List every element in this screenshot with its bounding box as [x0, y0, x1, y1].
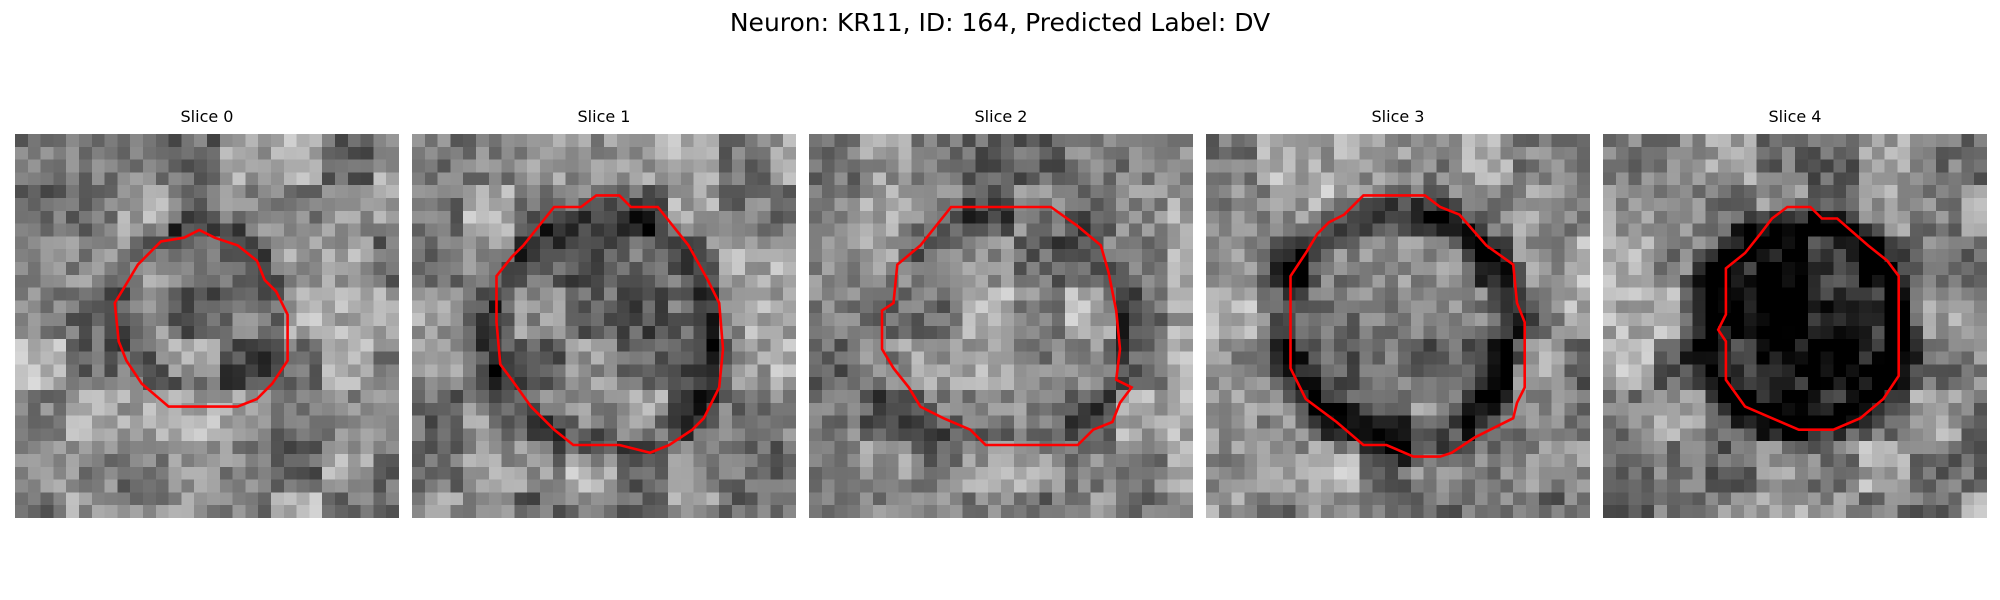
- segmentation-outline: [1289, 194, 1527, 458]
- segmentation-outline: [113, 228, 289, 408]
- slice-title: Slice 4: [1768, 107, 1822, 126]
- segmentation-outline: [495, 194, 725, 455]
- slice-panel-2: Slice 2: [809, 106, 1193, 518]
- microscopy-image: [15, 134, 399, 518]
- contour-polygon: [495, 194, 725, 455]
- figure-title: Neuron: KR11, ID: 164, Predicted Label: …: [729, 8, 1271, 37]
- contour-polygon: [1289, 194, 1527, 458]
- slice-panel-1: Slice 1: [412, 106, 796, 518]
- microscopy-image: [412, 134, 796, 518]
- segmentation-outline: [1716, 205, 1901, 432]
- slice-panel-4: Slice 4: [1603, 106, 1987, 518]
- slice-title: Slice 1: [577, 107, 631, 126]
- slice-title: Slice 0: [180, 107, 234, 126]
- slice-panel-3: Slice 3: [1206, 106, 1590, 518]
- slice-panel-0: Slice 0: [15, 106, 399, 518]
- slice-title: Slice 2: [974, 107, 1028, 126]
- slice-title: Slice 3: [1371, 107, 1425, 126]
- contour-polygon: [880, 205, 1134, 447]
- microscopy-image: [809, 134, 1193, 518]
- contour-polygon: [1716, 205, 1901, 432]
- microscopy-image: [1603, 134, 1987, 518]
- segmentation-outline: [880, 205, 1134, 447]
- contour-polygon: [113, 228, 289, 408]
